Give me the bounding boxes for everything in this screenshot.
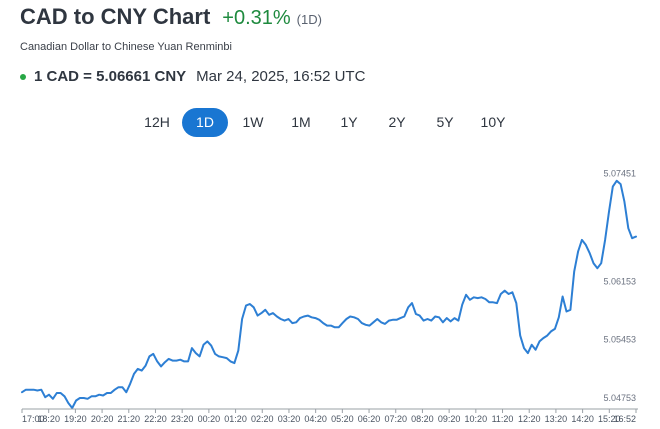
rate-row: 1 CAD = 5.06661 CNY Mar 24, 2025, 16:52 … (20, 68, 365, 85)
live-dot-icon (20, 73, 26, 80)
x-tick-label: 07:20 (384, 414, 407, 424)
x-tick-label: 11:20 (492, 414, 514, 424)
x-tick-label: 17:00 (22, 414, 45, 424)
x-tick-label: 13:20 (545, 414, 568, 424)
y-tick-label: 5.05453 (603, 335, 636, 345)
x-tick-label: 06:20 (358, 414, 381, 424)
title-row: CAD to CNY Chart +0.31% (1D) (20, 4, 322, 30)
y-tick-label: 5.06153 (603, 276, 636, 286)
y-tick-label: 5.07451 (603, 168, 636, 178)
series-line (21, 179, 637, 409)
exchange-rate: 1 CAD = 5.06661 CNY (34, 68, 187, 85)
y-axis: 5.07451 5.06153 5.05453 5.04753 (603, 168, 636, 403)
range-selector: 12H 1D 1W 1M 1Y 2Y 5Y 10Y (134, 108, 516, 137)
range-button-2y[interactable]: 2Y (388, 114, 406, 130)
x-tick-label: 18:20 (37, 414, 60, 424)
x-tick-label: 03:20 (278, 414, 301, 424)
x-tick-label: 01:20 (224, 414, 247, 424)
range-button-1m[interactable]: 1M (291, 114, 311, 130)
x-tick-label: 21:20 (118, 414, 141, 424)
range-button-10y[interactable]: 10Y (480, 114, 506, 130)
subtitle: Canadian Dollar to Chinese Yuan Renminbi (20, 41, 232, 53)
range-button-1d[interactable]: 1D (182, 108, 228, 137)
x-tick-label: 14:20 (571, 414, 594, 424)
x-tick-label: 10:20 (465, 414, 488, 424)
x-tick-label: 23:20 (171, 414, 194, 424)
x-tick-label: 00:20 (198, 414, 221, 424)
range-button-1w[interactable]: 1W (242, 114, 264, 130)
range-button-1y[interactable]: 1Y (340, 114, 358, 130)
x-tick-label: 12:20 (518, 414, 541, 424)
x-tick-label: 22:20 (144, 414, 167, 424)
period-label: (1D) (296, 12, 322, 27)
page-title: CAD to CNY Chart (20, 4, 211, 29)
x-tick-label: 20:20 (91, 414, 114, 424)
x-tick-label: 04:20 (304, 414, 327, 424)
range-button-5y[interactable]: 5Y (436, 114, 454, 130)
x-tick-label: 09:20 (438, 414, 461, 424)
x-tick-label: 05:20 (331, 414, 354, 424)
range-button-12h[interactable]: 12H (144, 114, 170, 130)
x-tick-label: 15:20 (598, 414, 621, 424)
x-tick-label: 08:20 (411, 414, 434, 424)
change-percent: +0.31% (222, 7, 291, 29)
x-tick-label: 19:20 (64, 414, 87, 424)
x-tick-label: 02:20 (251, 414, 274, 424)
x-tick-label: 16:52 (613, 414, 636, 424)
y-tick-label: 5.04753 (603, 393, 636, 403)
rate-timestamp: Mar 24, 2025, 16:52 UTC (196, 68, 366, 85)
